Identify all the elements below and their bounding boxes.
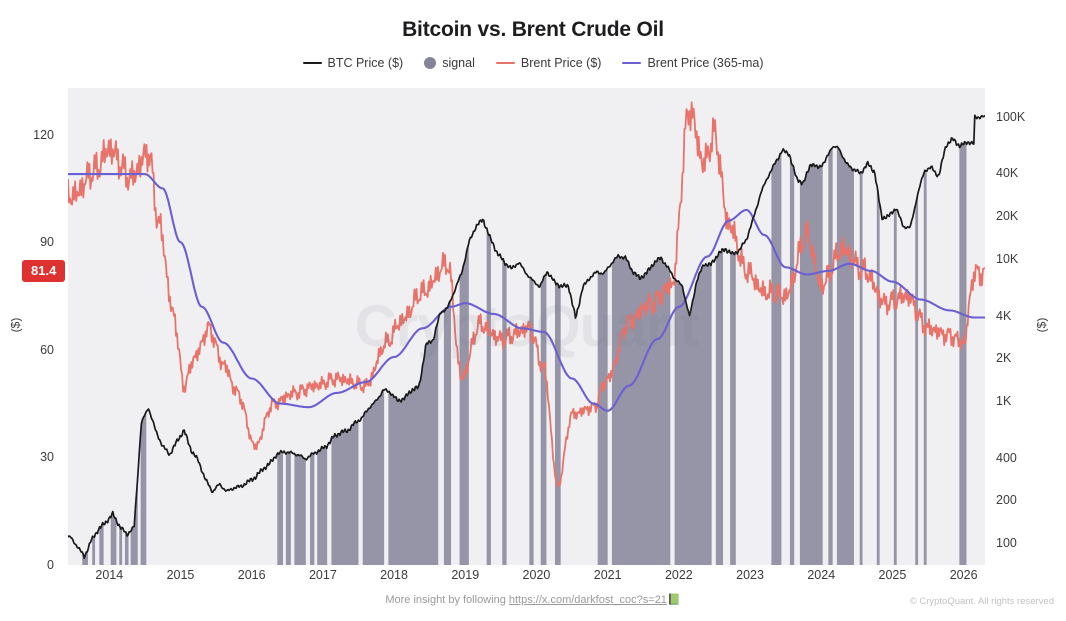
left-axis-tick: 120 [33,127,54,142]
right-axis-tick: 20K [996,209,1019,224]
chart-svg [68,101,985,565]
x-axis-tick: 2021 [593,568,622,582]
x-axis-tick: 2016 [237,568,266,582]
legend-brent-365ma[interactable]: Brent Price (365-ma) [622,56,763,70]
legend-btc-price[interactable]: BTC Price ($) [302,56,404,70]
right-axis-tick: 200 [996,493,1017,508]
legend-label: BTC Price ($) [327,56,404,70]
plot-area: CryptoQuant [68,88,985,565]
x-axis-tick: 2014 [95,568,124,582]
x-axis-tick: 2020 [522,568,551,582]
x-axis-tick: 2024 [807,568,836,582]
btc-price-line [68,114,985,560]
x-axis-tick: 2018 [380,568,408,582]
x-axis-tick: 2026 [949,568,978,582]
copyright-text: © CryptoQuant. All rights reserved [909,596,1054,607]
book-emoji-icon: 📗 [666,594,681,606]
left-axis-title: ($) [8,317,23,333]
right-axis-tick: 2K [996,351,1012,366]
x-axis-tick: 2023 [736,568,764,582]
legend-dot-icon [424,57,437,69]
current-value-badge: 81.4 [22,260,66,283]
legend-brent-price[interactable]: Brent Price ($) [495,56,602,70]
legend-line-icon [302,61,322,65]
left-axis-tick: 60 [40,342,54,357]
right-axis-tick: 400 [996,450,1017,465]
x-axis: 2014 2015 2016 2017 2018 2019 2020 2021 2022 2023… [68,568,985,592]
right-axis-title: ($) [1034,317,1049,333]
right-axis-tick: 1K [996,393,1012,408]
page-title: Bitcoin vs. Brent Crude Oil [402,18,664,41]
right-axis-tick: 10K [996,251,1019,266]
footer-link[interactable]: https://x.com/darkfost_coc?s=21 [508,594,667,606]
right-axis: 100K 40K 20K 10K 4K 2K 1K 400 200 100 [992,88,1062,565]
legend-signal[interactable]: signal [424,56,475,70]
left-axis-tick: 90 [40,235,54,250]
right-axis-tick: 4K [996,308,1012,323]
right-axis-tick: 40K [996,166,1019,181]
left-axis: 120 90 60 30 0 [0,88,62,572]
chart-legend: BTC Price ($) signal Brent Price ($) Brent … [0,56,1066,70]
x-axis-tick: 2015 [166,568,195,582]
brent-365ma-line [68,173,985,412]
right-axis-tick: 100 [996,536,1017,550]
left-axis-tick: 30 [40,450,54,465]
x-axis-tick: 2019 [451,568,480,582]
x-axis-tick: 2022 [664,568,693,582]
left-axis-tick: 0 [47,558,54,572]
footer-note: More insight by following https://x.com/… [0,593,1066,606]
x-axis-tick: 2025 [878,568,907,582]
legend-label: signal [442,56,475,70]
x-axis-tick: 2017 [308,568,337,582]
right-axis-tick: 100K [996,109,1026,124]
brent-price-line [68,101,985,488]
legend-label: Brent Price (365-ma) [647,56,764,70]
legend-line-icon [495,61,515,65]
legend-label: Brent Price ($) [520,56,602,70]
legend-line-icon [622,61,642,65]
footer-prefix: More insight by following [385,594,509,606]
